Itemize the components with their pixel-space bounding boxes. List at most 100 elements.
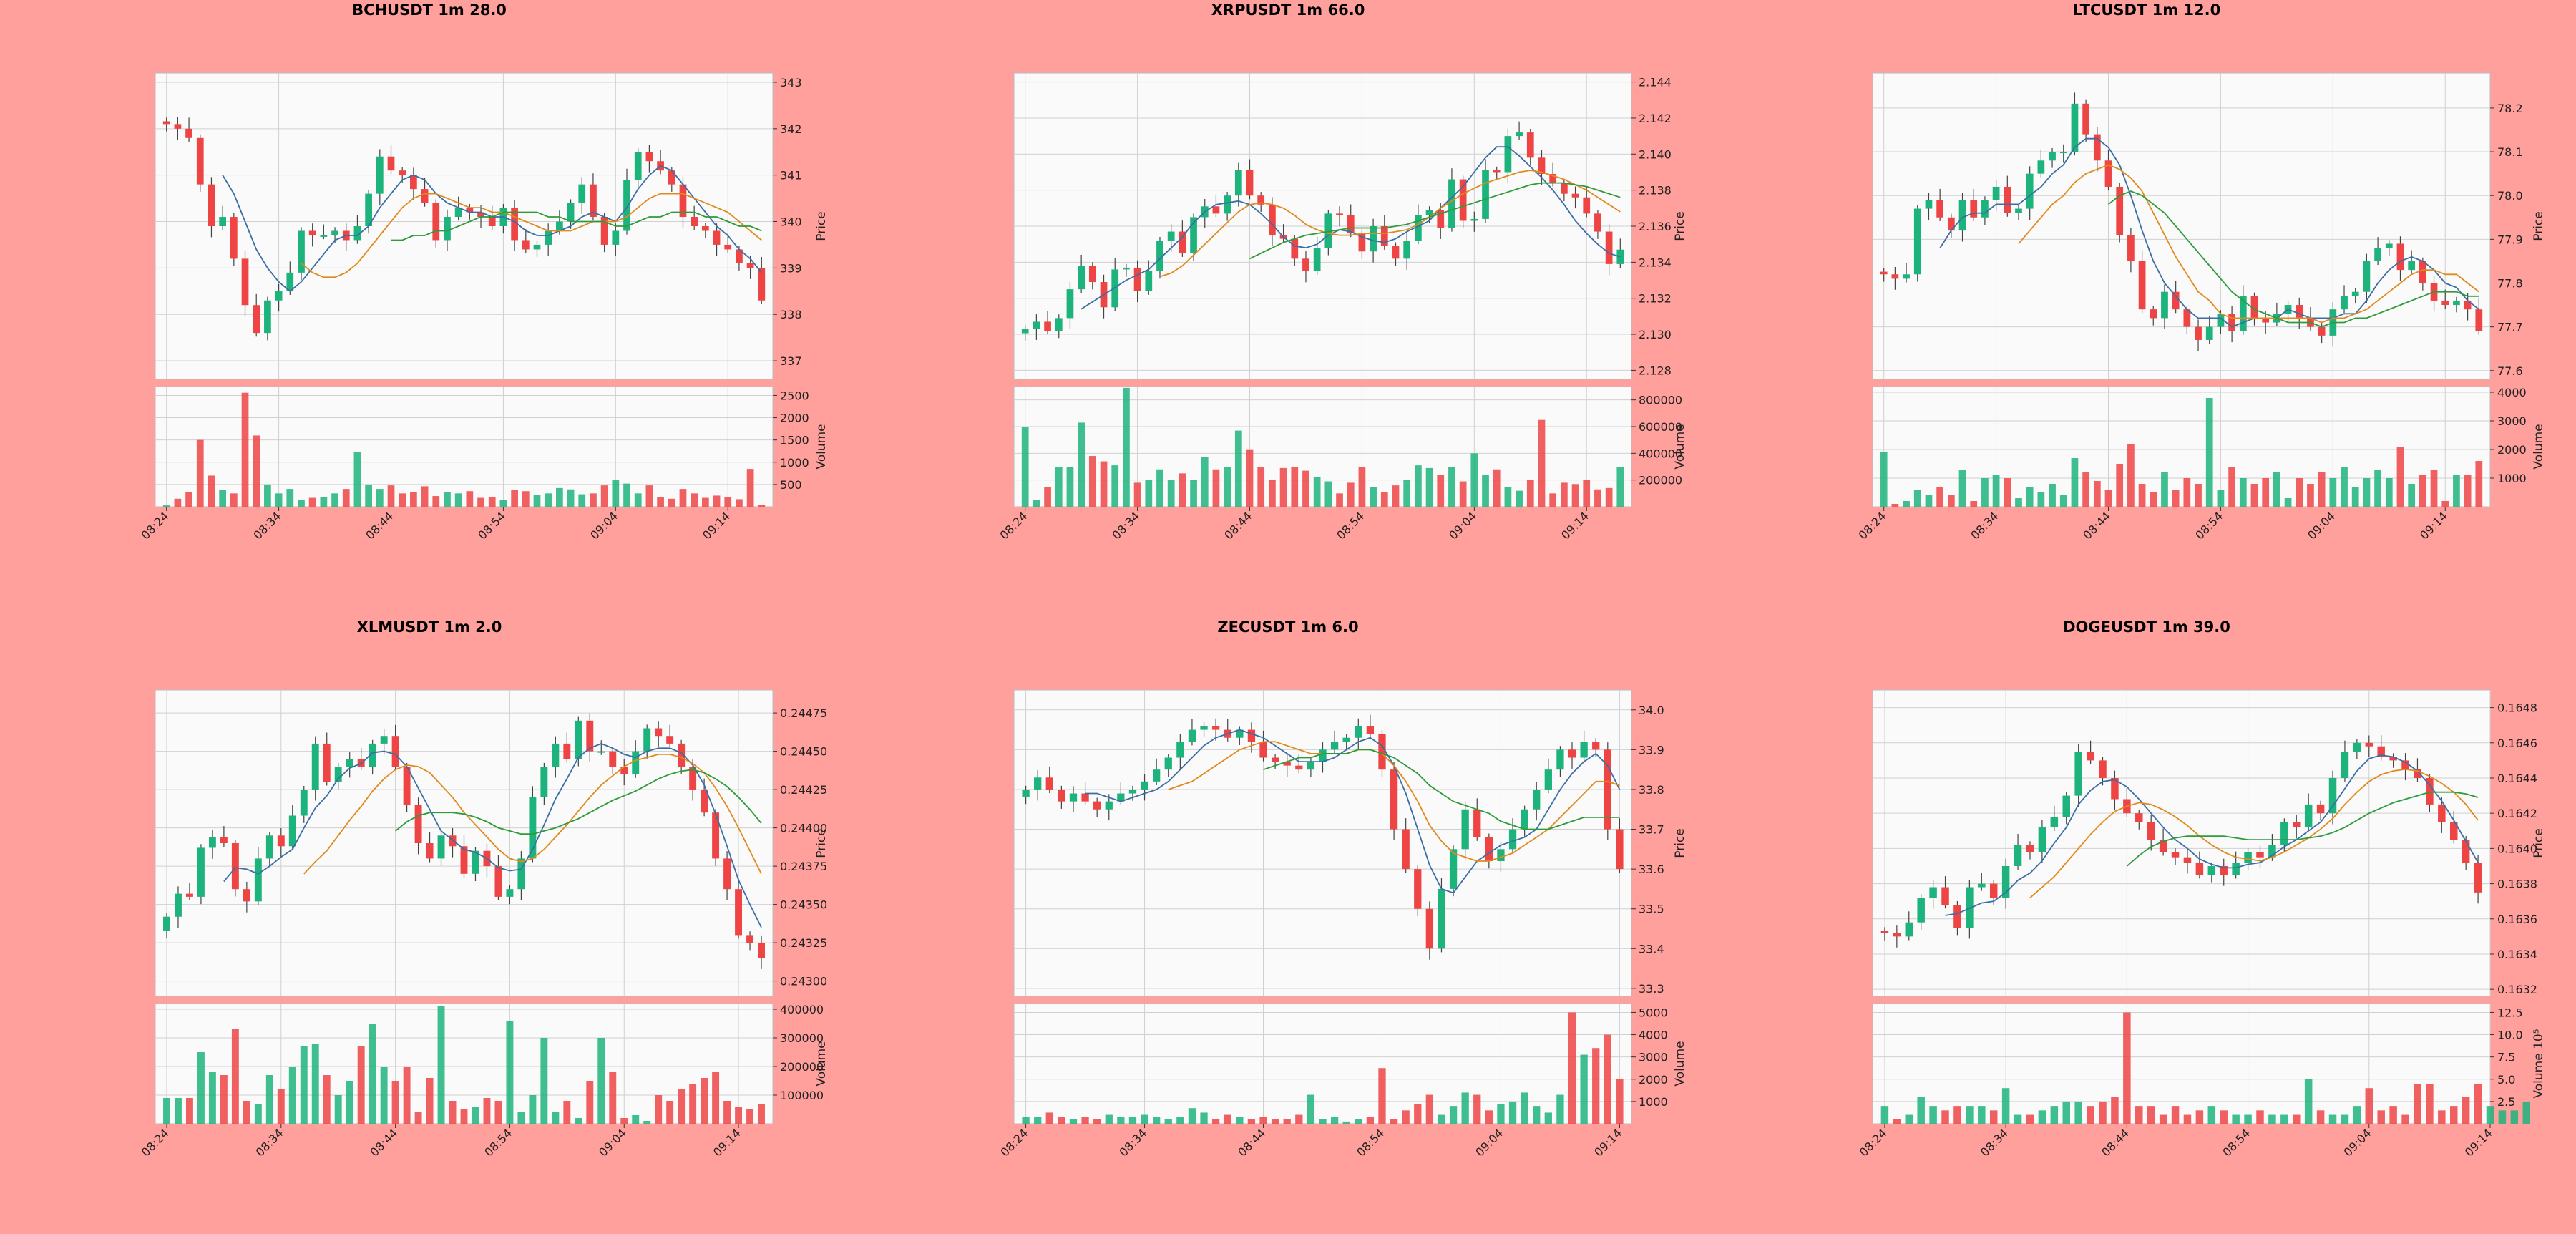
candle-body [2138, 261, 2146, 310]
volume-bar [1370, 487, 1377, 507]
candle-body [1953, 905, 1961, 928]
volume-bar [2250, 484, 2258, 507]
volume-bar [1188, 1108, 1196, 1124]
volume-bar [1544, 1112, 1552, 1124]
volume-bar [1291, 467, 1299, 507]
candle-body [1212, 206, 1220, 214]
volume-bar [533, 495, 541, 507]
candle-body [1891, 274, 1899, 279]
volume-bar [2414, 1084, 2421, 1124]
volume-bar [2161, 472, 2168, 507]
volume-bar [1461, 1092, 1469, 1124]
candle-body [1437, 210, 1445, 228]
moving-average-slow [1263, 749, 1620, 830]
candle-body [2293, 822, 2301, 827]
volume-tick-label: 800000 [1639, 394, 1682, 407]
candle-body [2161, 291, 2168, 319]
volume-bar [712, 1072, 720, 1124]
volume-bar [632, 1115, 640, 1124]
volume-bar [1941, 1110, 1949, 1124]
x-tick-label: 08:54 [1354, 1126, 1387, 1159]
candle-body [1078, 266, 1085, 290]
volume-bar [1167, 480, 1175, 507]
volume-tick-label: 12.5 [2497, 1006, 2523, 1019]
candle-body [1392, 246, 1400, 259]
y-tick-label: 0.1634 [2497, 948, 2537, 961]
volume-bar [1880, 452, 1888, 507]
candle-body [1347, 215, 1355, 234]
candle-body [2341, 752, 2349, 778]
volume-tick-label: 2500 [780, 389, 809, 402]
candle-body [2318, 326, 2326, 336]
volume-bar [2256, 1110, 2264, 1124]
y-tick-label: 337 [780, 354, 802, 368]
volume-bar [1133, 482, 1141, 507]
x-tick-label: 09:14 [2417, 509, 2450, 542]
x-tick-label: 08:54 [2220, 1126, 2253, 1159]
volume-bar [1549, 493, 1557, 507]
candle-body [2377, 746, 2385, 757]
volume-bar [231, 1029, 239, 1124]
volume-bar [2183, 478, 2191, 507]
volume-bar [575, 1118, 582, 1124]
volume-bar [466, 491, 474, 507]
candle-body [380, 736, 388, 744]
volume-bar [1093, 1119, 1101, 1124]
candlestick-chart-xrpusdt: 2.128 2.130 2.132 2.134 2.136 2.138 2.140 2.142… [997, 72, 1687, 542]
volume-bar [1380, 492, 1388, 507]
volume-bar [342, 489, 350, 507]
price-axis-label: Price [2532, 828, 2546, 858]
volume-bar [545, 493, 552, 507]
volume-tick-label: 100000 [780, 1089, 824, 1102]
volume-tick-label: 1000 [1639, 1095, 1668, 1109]
candle-body [241, 258, 249, 306]
candle-body [1111, 269, 1119, 308]
candle-body [1313, 248, 1321, 271]
volume-bar [679, 489, 687, 507]
volume-bar [1200, 1112, 1208, 1124]
candle-body [678, 743, 686, 767]
volume-bar [174, 498, 182, 507]
candlestick-chart-xlmusdt: 0.24300 0.24325 0.24350 0.24375 0.24400 0.244… [139, 689, 829, 1159]
volume-bar [620, 1118, 628, 1124]
candle-body [2087, 752, 2094, 761]
y-tick-label: 0.1640 [2497, 842, 2537, 855]
volume-bar [1211, 1119, 1220, 1124]
candle-body [1941, 887, 1949, 905]
volume-bar [444, 492, 451, 507]
candle-body [466, 208, 474, 213]
candle-body [1905, 922, 1913, 937]
y-tick-label: 77.7 [2497, 321, 2523, 334]
candle-body [196, 137, 204, 185]
candle-body [2183, 309, 2191, 327]
candle-body [2341, 296, 2348, 310]
candle-body [1508, 829, 1517, 850]
volume-bar [1604, 1034, 1611, 1124]
candle-body [1088, 266, 1096, 283]
x-tick-label: 08:44 [2080, 509, 2113, 542]
volume-bar [724, 497, 732, 507]
volume-bar [1324, 481, 1332, 507]
candle-body [1616, 829, 1624, 870]
candle-body [460, 846, 468, 874]
volume-bar [410, 492, 417, 507]
volume-bar [2464, 475, 2472, 507]
candle-body [2135, 813, 2143, 822]
candle-body [1342, 737, 1350, 742]
volume-bar [175, 1098, 182, 1124]
volume-tick-label: 400000 [1639, 447, 1682, 460]
x-tick-label: 09:04 [596, 1126, 629, 1159]
volume-bar [643, 1121, 651, 1124]
volume-bar [196, 439, 204, 507]
volume-bar [1164, 1119, 1172, 1124]
price-pane [1872, 689, 2491, 997]
y-tick-label: 78.2 [2497, 102, 2523, 115]
candle-body [2127, 235, 2135, 261]
volume-bar [346, 1081, 353, 1124]
candle-body [320, 235, 328, 237]
x-tick-label: 08:34 [250, 509, 283, 542]
volume-bar [1966, 1106, 1974, 1124]
volume-bar [1058, 1117, 1065, 1124]
y-tick-label: 338 [780, 308, 802, 321]
price-axis-label: Price [814, 211, 829, 241]
